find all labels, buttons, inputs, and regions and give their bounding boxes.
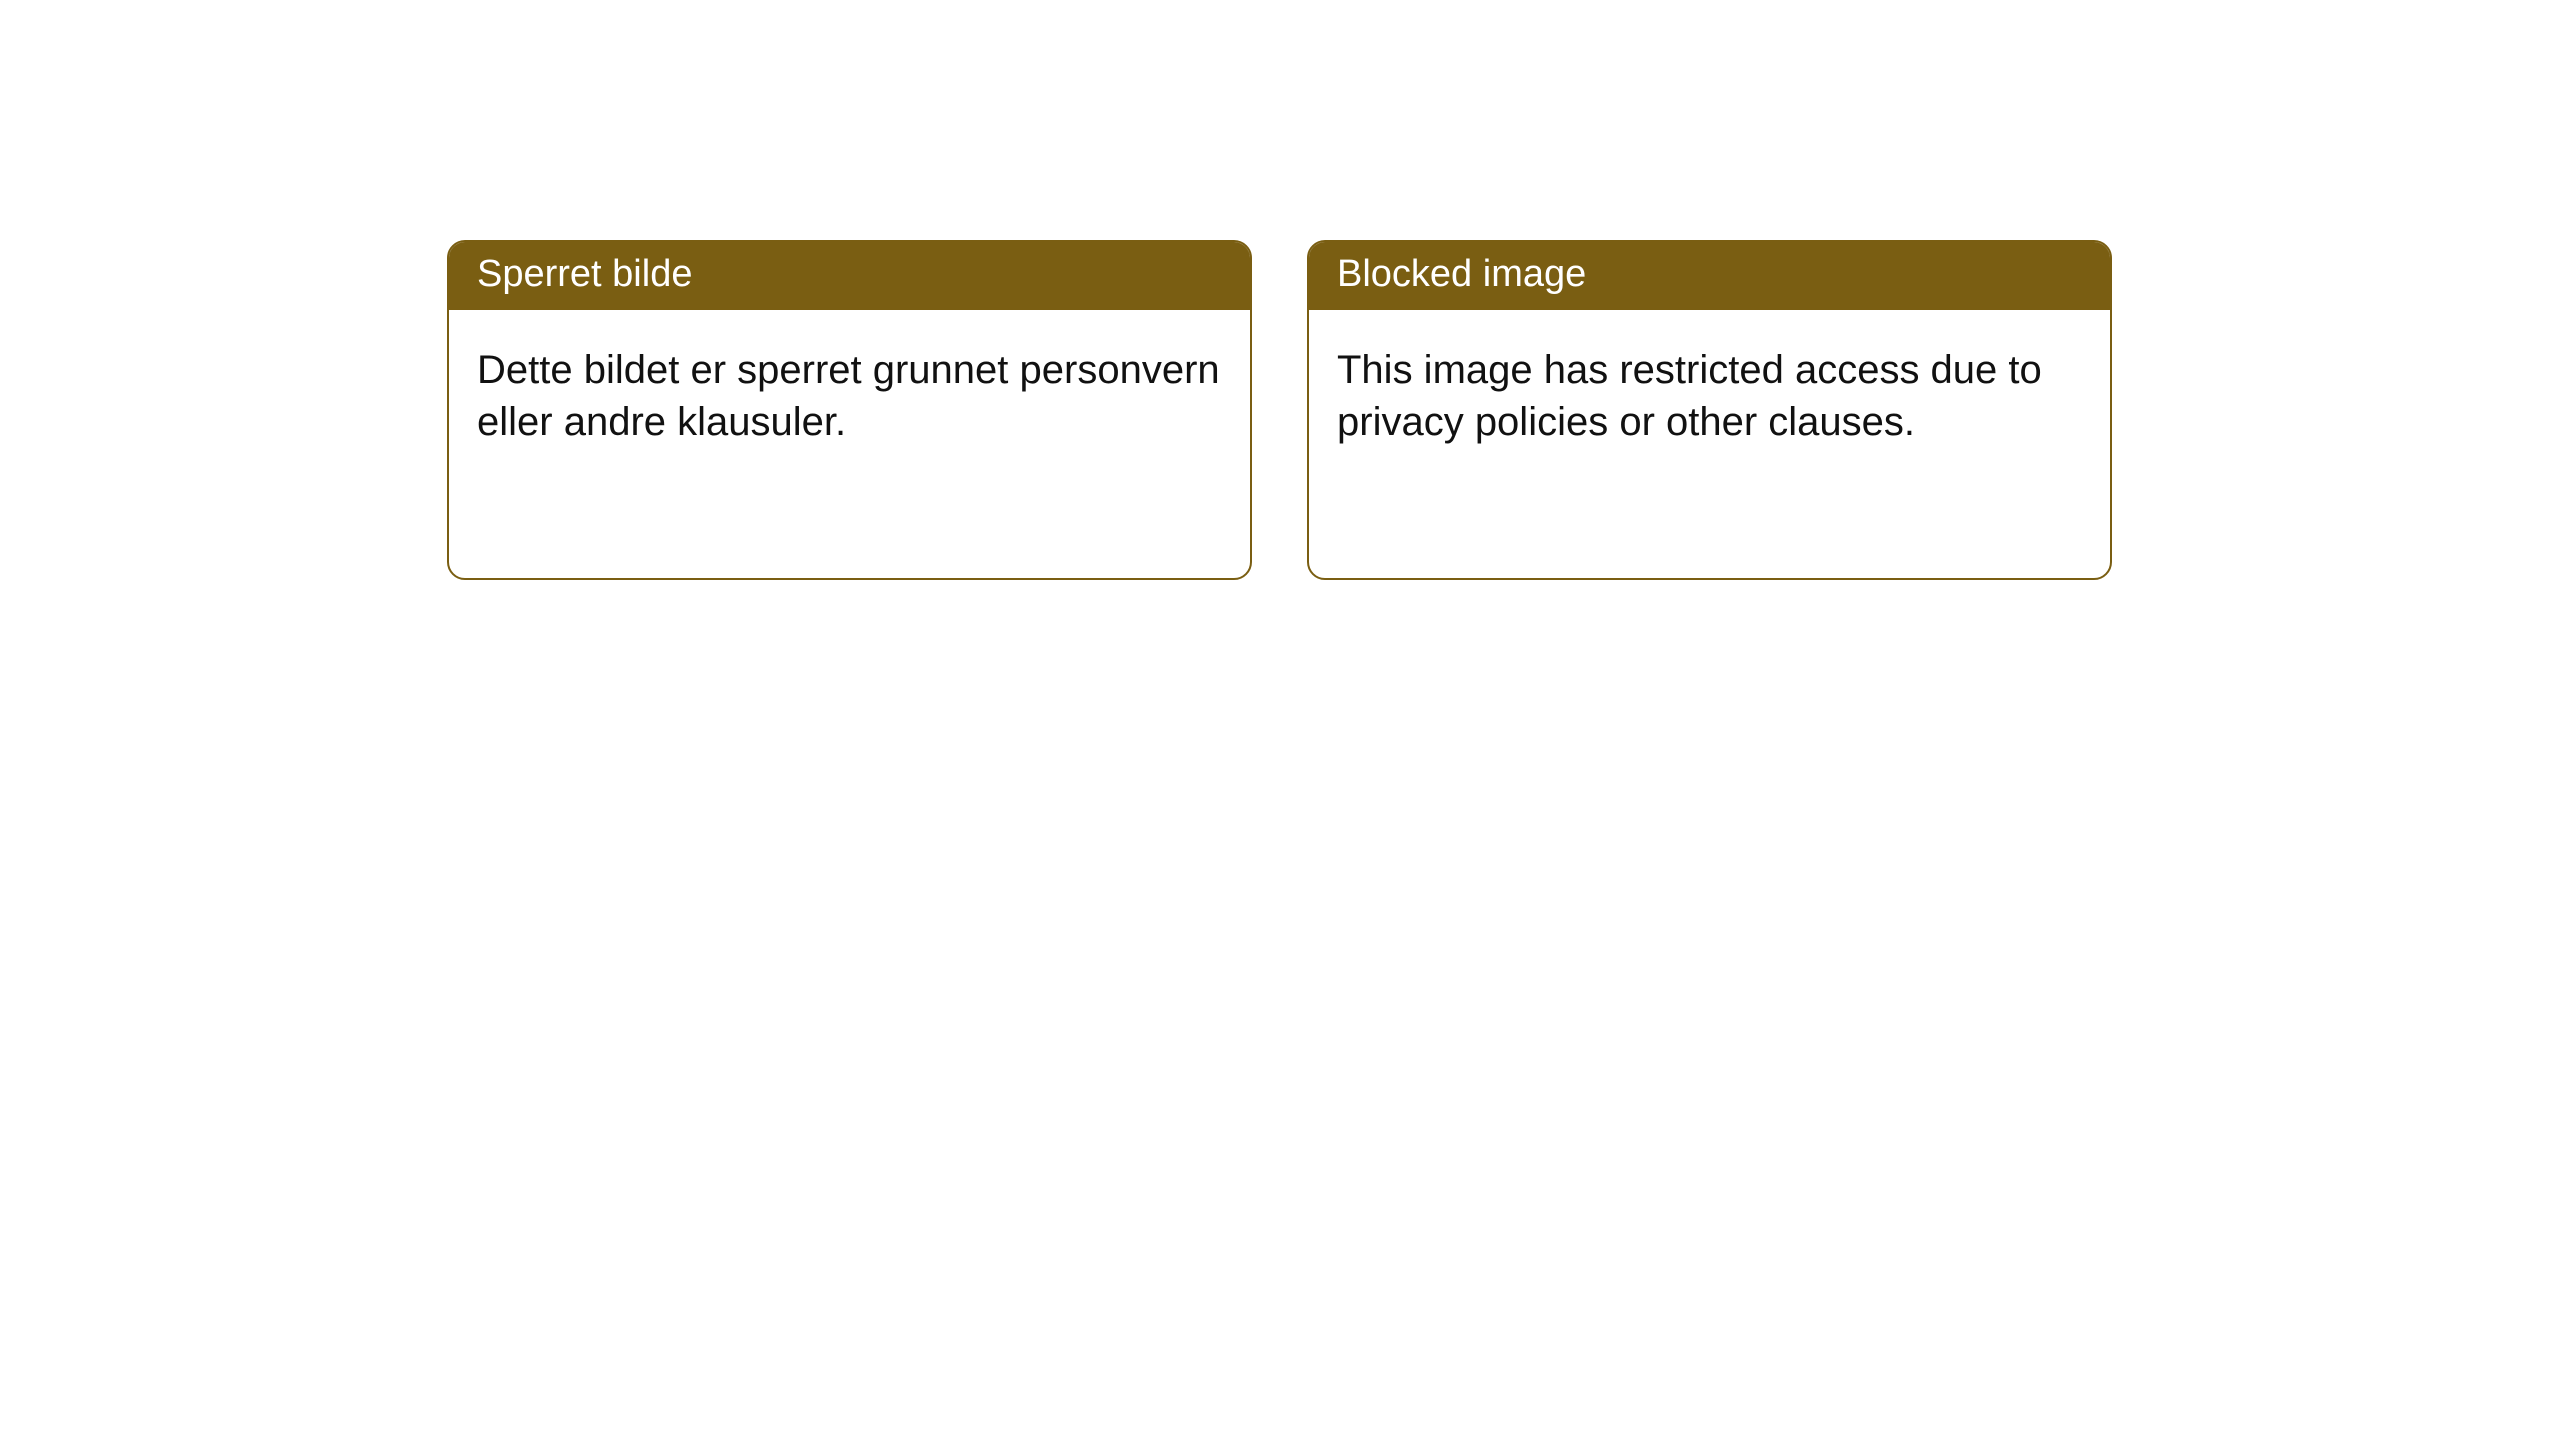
card-header-english: Blocked image bbox=[1309, 242, 2110, 310]
card-norwegian: Sperret bilde Dette bildet er sperret gr… bbox=[447, 240, 1252, 580]
card-header-norwegian: Sperret bilde bbox=[449, 242, 1250, 310]
card-title-norwegian: Sperret bilde bbox=[477, 253, 692, 295]
card-text-norwegian: Dette bildet er sperret grunnet personve… bbox=[477, 348, 1220, 444]
card-text-english: This image has restricted access due to … bbox=[1337, 348, 2042, 444]
card-body-norwegian: Dette bildet er sperret grunnet personve… bbox=[449, 310, 1250, 482]
card-title-english: Blocked image bbox=[1337, 253, 1586, 295]
card-english: Blocked image This image has restricted … bbox=[1307, 240, 2112, 580]
card-body-english: This image has restricted access due to … bbox=[1309, 310, 2110, 482]
blocked-image-notices: Sperret bilde Dette bildet er sperret gr… bbox=[447, 240, 2560, 580]
